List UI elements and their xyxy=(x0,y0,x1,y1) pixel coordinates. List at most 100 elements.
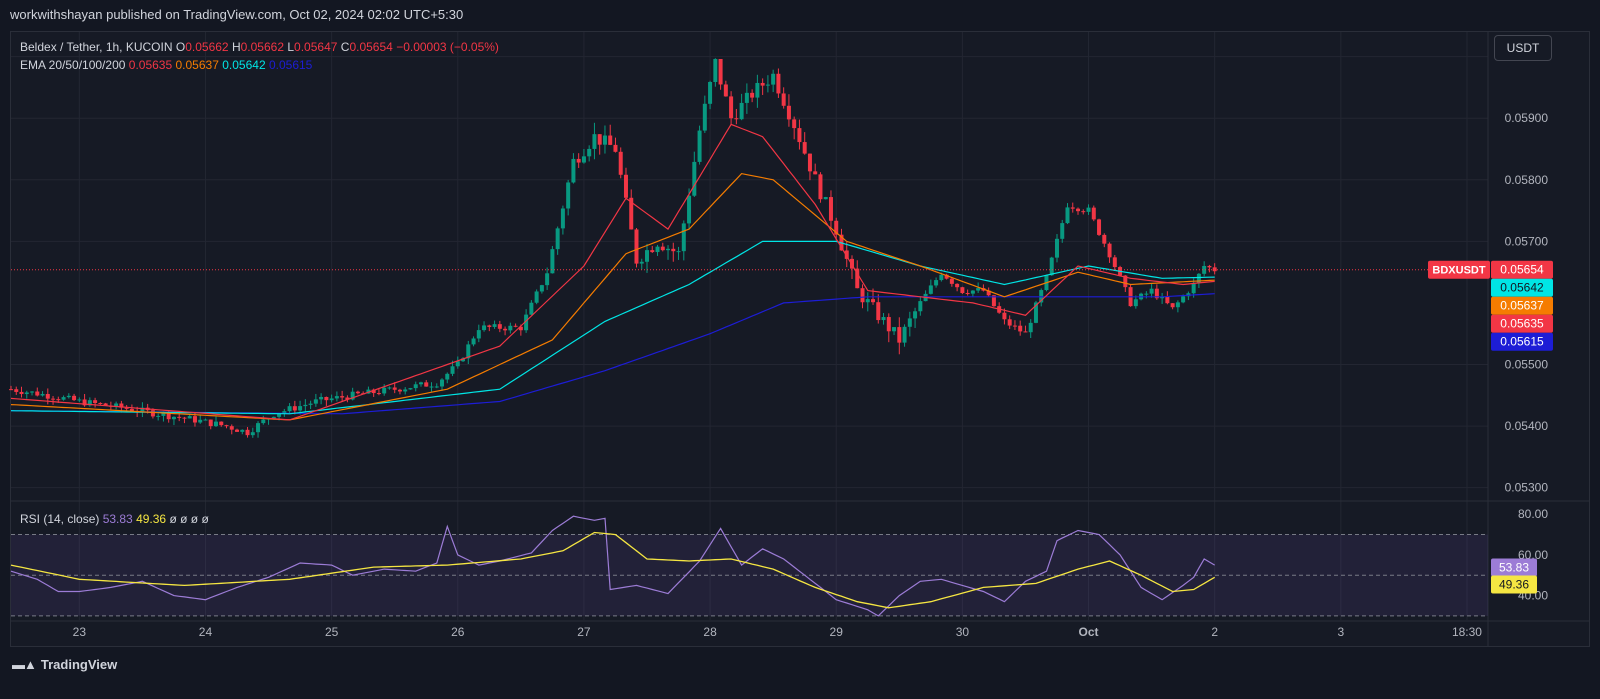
candle-body xyxy=(702,103,707,131)
candle-body xyxy=(1196,273,1201,283)
candle-body xyxy=(440,379,445,387)
candle-body xyxy=(1181,296,1186,303)
candle-body xyxy=(1207,265,1212,268)
candle-body xyxy=(729,96,734,119)
candle-body xyxy=(639,261,644,264)
candle-body xyxy=(697,130,702,162)
candle-body xyxy=(1060,223,1065,239)
candle-body xyxy=(550,249,555,274)
candle-body xyxy=(56,399,61,401)
candle-body xyxy=(77,399,82,401)
candle-body xyxy=(140,407,145,412)
candle-body xyxy=(450,366,455,374)
candle-body xyxy=(476,330,481,339)
close-value: 0.05654 xyxy=(349,40,393,54)
candle-body xyxy=(513,325,518,327)
candle-body xyxy=(355,391,360,394)
candle-body xyxy=(555,228,560,250)
candle-body xyxy=(51,398,56,400)
candle-body xyxy=(723,84,728,97)
candle-body xyxy=(928,285,933,294)
ema100-line xyxy=(10,240,1215,415)
candle-body xyxy=(807,153,812,172)
candle-body xyxy=(171,416,176,420)
ema-price-tag xyxy=(1491,314,1553,333)
candle-body xyxy=(261,419,266,424)
candle-body xyxy=(949,278,954,284)
candle-body xyxy=(1028,322,1033,333)
candle-body xyxy=(240,429,245,432)
candle-body xyxy=(666,248,671,251)
candle-body xyxy=(1160,296,1165,299)
ema-price-tag xyxy=(1491,332,1553,351)
candle-body xyxy=(382,387,387,394)
candle-body xyxy=(30,391,35,393)
ema-price-tag-value: 0.05635 xyxy=(1500,317,1544,331)
rsi-ma-line xyxy=(10,531,1216,609)
candle-body xyxy=(687,195,692,224)
open-label: O xyxy=(175,40,186,54)
candle-body xyxy=(676,251,681,253)
publisher-line: workwithshayan published on TradingView.… xyxy=(10,7,464,22)
candle-body xyxy=(1012,325,1017,327)
candle-body xyxy=(991,295,996,307)
candle-body xyxy=(403,389,408,392)
candle-body xyxy=(424,382,429,387)
candle-body xyxy=(660,246,665,251)
candle-body xyxy=(376,393,381,395)
candle-body xyxy=(19,391,24,395)
candle-body xyxy=(1170,303,1175,308)
candle-body xyxy=(944,274,949,279)
rsi-value-tag xyxy=(1491,558,1537,577)
candle-body xyxy=(786,105,791,120)
change-value: −0.00003 (−0.05%) xyxy=(396,40,499,54)
candle-body xyxy=(198,419,203,423)
symbol-title: Beldex / Tether, 1h, KUCOIN xyxy=(20,40,173,54)
candle-body xyxy=(387,387,392,389)
candle-body xyxy=(629,197,634,230)
candle-body xyxy=(860,288,865,303)
candle-body xyxy=(313,399,318,404)
candle-body xyxy=(813,171,818,175)
candle-body xyxy=(492,324,497,327)
candle-body xyxy=(40,393,45,396)
ema-label: EMA 20/50/100/200 xyxy=(20,58,126,72)
tradingview-logo[interactable]: ▬▲ TradingView xyxy=(12,657,117,672)
candle-body xyxy=(213,421,218,427)
candle-body xyxy=(298,406,303,411)
candle-body xyxy=(219,421,224,426)
time-tick-label: 30 xyxy=(956,625,970,639)
candle-body xyxy=(256,423,261,433)
candle-body xyxy=(1144,293,1149,295)
time-tick-label: 3 xyxy=(1337,625,1344,639)
candle-body xyxy=(1023,331,1028,333)
price-tick-label: 0.05300 xyxy=(1505,481,1549,495)
time-tick-label: 23 xyxy=(73,625,87,639)
candle-body xyxy=(597,134,602,145)
candle-body xyxy=(776,73,781,94)
candle-body xyxy=(371,389,376,394)
candle-body xyxy=(166,412,171,420)
time-tick-label: 29 xyxy=(830,625,844,639)
candle-body xyxy=(886,317,891,332)
candle-body xyxy=(392,387,397,390)
candle-body xyxy=(329,398,334,401)
candle-body xyxy=(114,403,119,407)
ema-legend: EMA 20/50/100/200 0.05635 0.05637 0.0564… xyxy=(20,58,312,72)
high-value: 0.05662 xyxy=(240,40,285,54)
last-price-value: 0.05654 xyxy=(1500,263,1544,277)
candle-body xyxy=(35,391,40,396)
currency-button[interactable]: USDT xyxy=(1494,35,1552,61)
candle-body xyxy=(24,392,29,395)
candle-body xyxy=(397,389,402,392)
tradingview-icon: ▬▲ xyxy=(12,657,37,672)
candle-body xyxy=(755,82,760,98)
candle-body xyxy=(734,118,739,120)
candle-body xyxy=(708,81,713,104)
candle-body xyxy=(876,302,881,321)
ema-price-tag xyxy=(1491,278,1553,297)
candle-body xyxy=(334,396,339,399)
candle-body xyxy=(229,426,234,430)
candle-body xyxy=(429,386,434,388)
